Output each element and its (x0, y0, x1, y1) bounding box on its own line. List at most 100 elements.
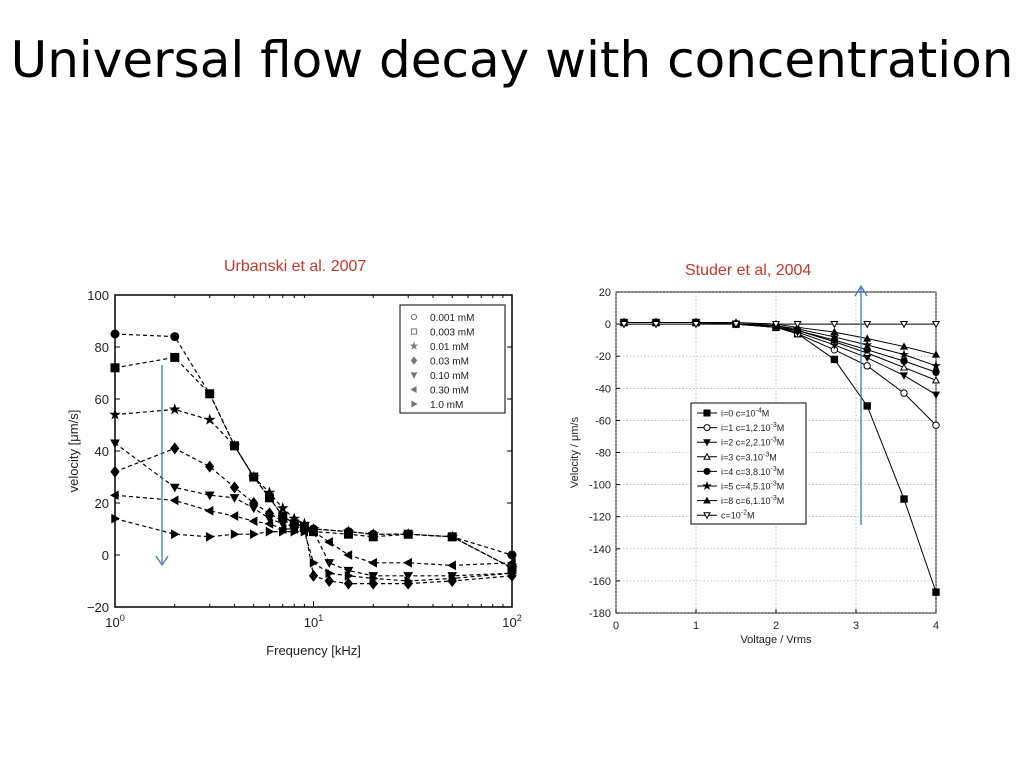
left-data-point (367, 528, 380, 540)
right-data-point (863, 334, 872, 342)
right-legend-entry (697, 496, 717, 504)
left-legend-label: 0.03 mM (430, 357, 469, 368)
left-data-point (402, 528, 415, 540)
left-data-point (204, 505, 214, 516)
left-x-tick-label: 100 (105, 613, 124, 630)
left-data-point (404, 576, 414, 586)
right-data-point (900, 389, 908, 397)
legend-text-part: M (769, 452, 777, 462)
legend-text-part: c=10 (721, 511, 741, 521)
right-legend-box (690, 402, 807, 525)
legend-text-part: c=6,1.10 (736, 496, 771, 506)
right-legend-label: i=0 c=10-4M (721, 408, 769, 419)
tick-exponent: 0 (120, 613, 125, 623)
legend-text-part: -3 (771, 495, 777, 502)
left-data-point (229, 494, 240, 503)
legend-text-part: M (777, 423, 785, 433)
left-data-point (247, 470, 260, 482)
legend-text-part: c=1,2.10 (736, 423, 771, 433)
right-data-point (830, 321, 839, 329)
right-legend-label: i=1 c=1,2.10-3M (721, 422, 784, 433)
right-legend-entry (697, 467, 717, 475)
left-data-point (506, 557, 516, 568)
right-y-tick-label: -160 (589, 576, 611, 588)
legend-text-part: M (762, 409, 770, 419)
right-legend-label: i=4 c=3,8.10-3M (721, 466, 784, 477)
left-data-point (110, 329, 120, 339)
right-y-tick-label: -180 (589, 608, 611, 620)
right-data-point (931, 360, 941, 371)
right-data-point (691, 321, 701, 329)
right-data-point (899, 349, 909, 359)
legend-text-part: -3 (771, 422, 777, 429)
left-data-point (109, 490, 119, 501)
right-data-point (830, 355, 839, 364)
right-legend-symbol (703, 439, 711, 447)
left-data-point (250, 529, 259, 540)
right-legend-symbol (703, 452, 711, 460)
left-data-point (229, 481, 240, 494)
left-y-axis-label: velocity [μm/s] (66, 410, 81, 493)
left-data-point (248, 504, 259, 514)
left-data-point (448, 573, 458, 584)
legend-text-part: -3 (763, 451, 769, 458)
left-series-6 (111, 513, 518, 586)
left-legend-symbol (410, 328, 418, 335)
left-data-point (507, 550, 517, 560)
left-data-point (109, 408, 121, 420)
right-data-point (899, 372, 909, 380)
right-legend-entry (697, 480, 717, 491)
left-data-point (279, 526, 288, 537)
right-data-point (899, 342, 909, 350)
left-data-point (403, 572, 414, 581)
right-data-point (932, 588, 940, 596)
left-data-point (324, 574, 334, 588)
left-legend-symbol (410, 386, 417, 393)
left-data-point (169, 483, 180, 493)
left-data-point (228, 439, 241, 451)
right-legend-entry (697, 512, 717, 520)
legend-text-part: i=4 (721, 467, 736, 477)
left-data-point (168, 403, 181, 415)
left-x-tick-label: 102 (502, 613, 521, 630)
right-x-tick-label: 0 (613, 620, 619, 632)
legend-text-part: c=10 (736, 409, 756, 419)
left-legend-marker (409, 341, 419, 350)
left-y-tick-label: 100 (87, 288, 109, 303)
legend-text-part: M (777, 438, 785, 448)
left-series-line (114, 442, 513, 577)
right-legend-symbol (702, 480, 712, 491)
left-data-point (368, 557, 377, 568)
tick-base: 10 (304, 615, 318, 630)
left-legend-symbol (410, 313, 418, 321)
right-data-point (829, 331, 840, 342)
right-legend-symbol (703, 424, 711, 432)
left-legend-marker (410, 356, 418, 365)
legend-text-part: M (747, 511, 755, 521)
right-trend-arrowhead (854, 284, 868, 297)
legend-text-part: i=3 (721, 452, 736, 462)
left-data-point (170, 442, 180, 455)
left-data-point (170, 352, 180, 362)
tick-base: 10 (105, 615, 119, 630)
left-data-point (203, 413, 216, 425)
left-legend-label: 0.10 mM (430, 371, 469, 382)
right-legend-symbol (703, 409, 711, 417)
left-data-point (324, 537, 333, 547)
right-series-7 (619, 321, 941, 329)
left-data-point (111, 513, 121, 524)
left-data-point (204, 491, 215, 501)
left-data-point (263, 486, 276, 498)
left-legend-label: 0.30 mM (430, 386, 469, 397)
right-data-point (651, 321, 661, 329)
right-legend-symbol (703, 496, 711, 504)
legend-text-part: M (777, 496, 785, 506)
right-legend-label: i=5 c=4,5.10-3M (721, 481, 784, 492)
right-legend-label: c=10-2M (721, 510, 755, 521)
left-chart-caption: Urbanski et al. 2007 (224, 258, 367, 275)
legend-text-part: c=3.10 (736, 452, 763, 462)
right-chart-caption: Studer et al, 2004 (685, 262, 812, 279)
left-legend-label: 0.003 mM (430, 328, 474, 339)
left-data-point (343, 566, 354, 576)
left-legend-label: 0.001 mM (430, 313, 474, 324)
